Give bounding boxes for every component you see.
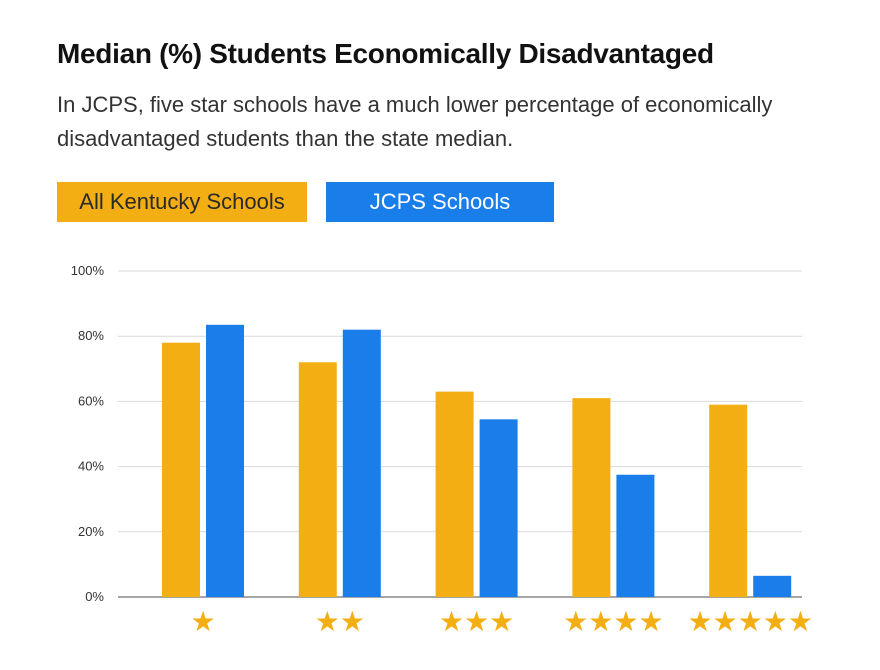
bar-all-kentucky-4-star: [572, 398, 611, 597]
y-axis-labels: 0% 20% 40% 60% 80% 100%: [71, 263, 105, 604]
chart-subtitle: In JCPS, five star schools have a much l…: [57, 92, 773, 151]
bar-jcps-5-star: [753, 575, 792, 597]
bar-jcps-1-star: [206, 324, 244, 597]
y-tick-label: 40%: [78, 459, 104, 474]
bar-all-kentucky-5-star: [709, 404, 748, 597]
y-tick-label: 20%: [78, 524, 104, 539]
chart-bars: [162, 324, 792, 597]
x-tick-label-3-star: ★★★: [439, 605, 514, 638]
bar-jcps-4-star: [616, 474, 655, 597]
x-tick-label-4-star: ★★★★: [563, 605, 663, 638]
y-tick-label: 0%: [85, 589, 104, 604]
y-tick-label: 60%: [78, 393, 104, 408]
x-axis-labels: ★ ★★ ★★★ ★★★★ ★★★★★: [190, 605, 813, 638]
x-tick-label-5-star: ★★★★★: [687, 605, 813, 638]
y-tick-label: 80%: [78, 328, 104, 343]
bar-all-kentucky-2-star: [298, 362, 337, 597]
bar-all-kentucky-1-star: [162, 342, 200, 597]
y-tick-label: 100%: [71, 263, 105, 278]
chart-title: Median (%) Students Economically Disadva…: [57, 38, 714, 69]
x-tick-label-1-star: ★: [190, 605, 215, 638]
bar-jcps-2-star: [342, 329, 381, 597]
bar-jcps-3-star: [479, 419, 518, 597]
legend-jcps-schools: JCPS Schools: [326, 182, 554, 222]
bar-all-kentucky-3-star: [435, 391, 474, 597]
x-tick-label-2-star: ★★: [315, 605, 365, 638]
legend-all-kentucky-schools: All Kentucky Schools: [57, 182, 307, 222]
